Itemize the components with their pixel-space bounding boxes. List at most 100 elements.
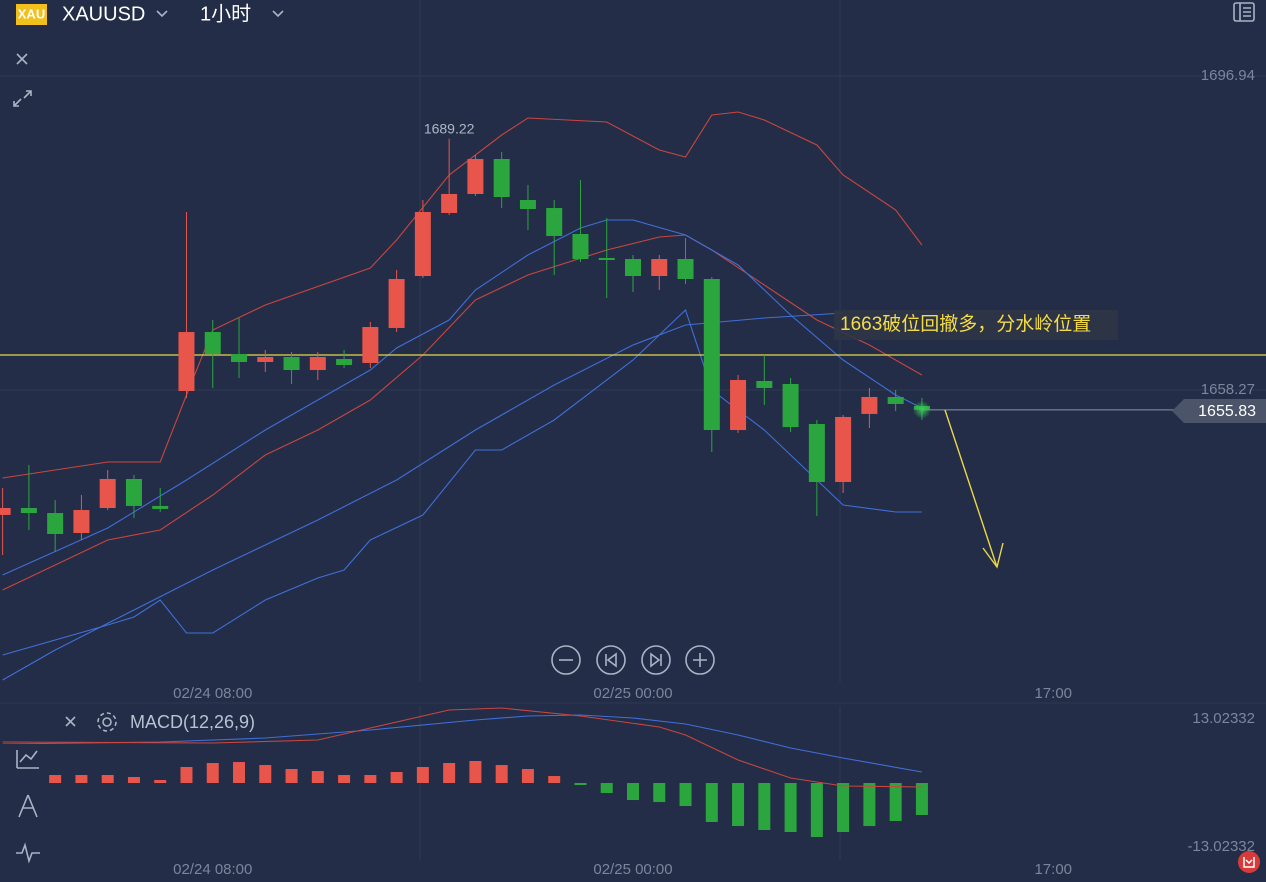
symbol[interactable]: XAUUSD <box>62 3 145 25</box>
high-label: 1689.22 <box>424 120 475 136</box>
candle-body <box>336 358 353 365</box>
symbol-logo[interactable] <box>16 4 47 25</box>
indicator-settings[interactable] <box>97 712 117 732</box>
symbol-logo-text: XAU <box>18 6 45 21</box>
arrow-annotation <box>944 409 1004 569</box>
corner-badge-icon <box>1243 857 1255 868</box>
macd-bar <box>863 783 876 827</box>
candle-body <box>651 259 668 276</box>
candle-body <box>730 380 747 431</box>
layout-button[interactable] <box>1233 2 1255 22</box>
candle-body <box>152 505 169 509</box>
candle-body <box>204 332 221 355</box>
macd-bar <box>548 776 561 784</box>
wave-icon[interactable] <box>16 842 40 864</box>
macd-bar <box>443 763 456 784</box>
candle-body <box>835 416 852 483</box>
indicator-line <box>2 219 923 576</box>
candle-body <box>178 332 195 391</box>
drawing-icon[interactable] <box>18 794 38 818</box>
macd-bar <box>784 783 797 833</box>
macd-bar <box>653 783 666 803</box>
macd-bar <box>154 780 167 784</box>
macd-bar <box>311 771 324 784</box>
layout-icon-lines <box>1239 3 1251 21</box>
candle-body <box>546 208 563 236</box>
candle-body <box>756 380 773 388</box>
candle-body <box>362 326 379 363</box>
plot-layer: 1696.94 1658.27 02/24 08:00 02/25 00:00 17:0… <box>0 67 1266 878</box>
x-tick-label: 17:00 <box>1034 685 1072 702</box>
symbol-chevron[interactable] <box>156 10 168 18</box>
indicator-line <box>2 234 923 591</box>
macd-bar <box>101 775 114 784</box>
macd-line <box>2 714 922 773</box>
candle-body <box>598 257 615 261</box>
macd-line <box>2 707 922 788</box>
close-indicator[interactable] <box>65 716 76 727</box>
candle-body <box>257 357 274 362</box>
indicator-line <box>2 309 922 656</box>
macd-bar <box>469 760 482 784</box>
macd-bar <box>338 775 351 784</box>
macd-bar <box>758 783 771 831</box>
indicator-line <box>2 111 923 479</box>
candle-body <box>887 396 904 404</box>
y-tick-label: 1658.27 <box>1201 381 1255 398</box>
candle-body <box>47 513 64 534</box>
candle-body <box>703 279 720 431</box>
candle-body <box>0 507 11 515</box>
candle-body <box>625 259 641 276</box>
x-tick-label: 02/24 08:00 <box>173 685 252 702</box>
macd-bar <box>259 765 272 784</box>
x-tick-label: 17:00 <box>1034 861 1072 878</box>
zoom-in-button[interactable] <box>685 645 715 675</box>
annotation-box <box>834 310 1118 340</box>
candle-body <box>309 357 326 371</box>
macd-bar <box>127 777 140 784</box>
macd-bar <box>206 763 219 784</box>
macd-bar <box>574 783 587 786</box>
candle-body <box>782 383 799 428</box>
macd-bar <box>416 766 429 784</box>
zoom-out-button[interactable] <box>551 645 581 675</box>
indicator-icon[interactable] <box>16 750 39 769</box>
candle-body <box>231 354 248 362</box>
candle-body <box>572 234 589 260</box>
y-tick-label: 1696.94 <box>1201 67 1255 84</box>
last-price-box <box>1172 399 1266 423</box>
macd-bar <box>732 783 745 827</box>
annotation: 1663破位回撤多，分水岭位置 <box>840 313 1091 335</box>
indicator-title: MACD(12,26,9) <box>130 712 255 732</box>
macd-bar <box>390 772 403 784</box>
macd-bar <box>837 783 850 833</box>
macd-bar <box>75 775 88 784</box>
candle-body <box>441 193 458 213</box>
indicator-line <box>2 312 844 681</box>
candle-body <box>20 507 37 514</box>
macd-bar <box>915 783 928 816</box>
scroll-start-button[interactable] <box>596 645 626 675</box>
candle-body <box>519 199 536 210</box>
macd-bar <box>679 783 692 807</box>
macd-bar <box>285 769 298 784</box>
macd-bar <box>233 762 246 784</box>
macd-bar <box>49 775 62 784</box>
shrink-icon[interactable] <box>13 90 32 107</box>
y-tick-label: 13.02332 <box>1192 710 1255 727</box>
scroll-end-button[interactable] <box>641 645 671 675</box>
close-icon[interactable] <box>16 53 28 65</box>
candle-body <box>467 158 484 194</box>
x-tick-label: 02/25 00:00 <box>593 861 672 878</box>
interval[interactable]: 1小时 <box>200 2 251 25</box>
last-price: 1655.83 <box>1198 403 1256 420</box>
interval-chevron[interactable] <box>272 10 284 18</box>
candle-body <box>283 357 300 371</box>
candle-body <box>493 158 510 197</box>
candle-body <box>388 279 405 328</box>
macd-bar <box>705 783 718 822</box>
macd-bar <box>810 783 823 838</box>
